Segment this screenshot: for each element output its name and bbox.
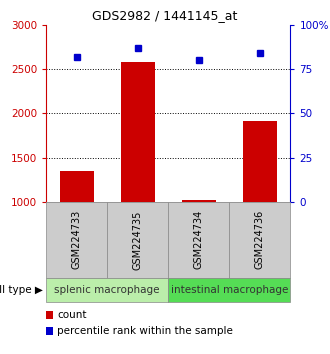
Text: GSM224736: GSM224736 <box>255 210 265 269</box>
Bar <box>243 121 277 202</box>
Text: GSM224734: GSM224734 <box>194 210 204 269</box>
Text: percentile rank within the sample: percentile rank within the sample <box>57 326 233 336</box>
Text: splenic macrophage: splenic macrophage <box>54 285 160 295</box>
Text: GDS2982 / 1441145_at: GDS2982 / 1441145_at <box>92 9 238 22</box>
Bar <box>182 200 215 202</box>
Text: intestinal macrophage: intestinal macrophage <box>171 285 288 295</box>
Text: GSM224733: GSM224733 <box>72 210 82 269</box>
Text: count: count <box>57 310 87 320</box>
Text: GSM224735: GSM224735 <box>133 210 143 269</box>
Text: cell type ▶: cell type ▶ <box>0 285 43 295</box>
Bar <box>60 171 93 202</box>
Bar <box>121 62 154 202</box>
